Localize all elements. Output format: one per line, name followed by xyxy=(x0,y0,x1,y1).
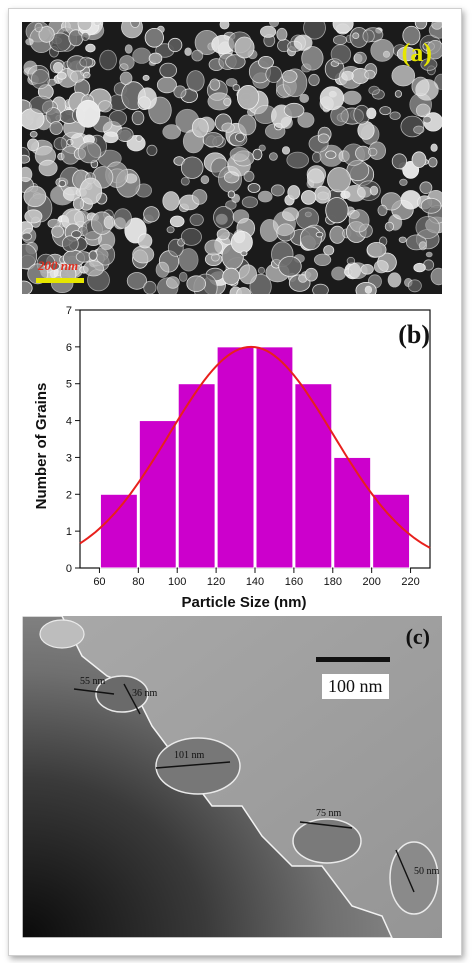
scale-bar xyxy=(316,657,390,662)
sem-image-panel: (a) 200 nm xyxy=(22,22,442,294)
x-tick-label: 60 xyxy=(93,576,105,588)
sem-micrograph xyxy=(22,22,442,294)
histogram-bar xyxy=(294,383,333,569)
particle-size-histogram: 60 80 100 120 140 160 180 200 220 0 1 2 3 4 5 6 7 Partic… xyxy=(33,305,431,611)
y-tick-label: 7 xyxy=(66,305,72,317)
panel-b-label: (b) xyxy=(398,320,430,349)
x-tick-label: 120 xyxy=(207,576,225,588)
measurement-label: 50 nm xyxy=(414,866,440,877)
histogram-bar xyxy=(333,456,372,569)
tem-micrograph: 55 nm 36 nm 101 nm 75 nm 50 nm xyxy=(22,616,442,938)
y-tick-label: 0 xyxy=(66,563,72,575)
x-tick-label: 220 xyxy=(401,576,419,588)
y-tick-label: 6 xyxy=(66,342,72,354)
scale-bar-text: 200 nm xyxy=(38,258,79,273)
x-tick-label: 180 xyxy=(324,576,342,588)
y-tick-label: 1 xyxy=(66,526,72,538)
measurement-label: 36 nm xyxy=(132,688,158,699)
y-tick-label: 4 xyxy=(66,416,72,428)
tem-image-panel: 55 nm 36 nm 101 nm 75 nm 50 nm 100 nm (c… xyxy=(22,616,442,938)
measurement-label: 75 nm xyxy=(316,808,342,819)
x-tick-label: 100 xyxy=(168,576,186,588)
x-axis-label: Particle Size (nm) xyxy=(181,594,306,611)
histogram-bar xyxy=(372,493,411,569)
x-tick-label: 140 xyxy=(246,576,264,588)
scale-bar-text: 100 nm xyxy=(322,674,389,699)
measurement-label: 55 nm xyxy=(80,676,106,687)
histogram-panel: 60 80 100 120 140 160 180 200 220 0 1 2 3 4 5 6 7 Partic… xyxy=(22,298,442,616)
panel-c-label: (c) xyxy=(405,624,430,649)
histogram-bar xyxy=(99,493,138,569)
histogram-bar xyxy=(255,346,294,569)
x-tick-label: 80 xyxy=(132,576,144,588)
scale-bar xyxy=(36,278,84,283)
y-tick-label: 3 xyxy=(66,452,72,464)
y-axis-label: Number of Grains xyxy=(33,383,50,510)
histogram-bar xyxy=(216,346,255,569)
histogram-bar xyxy=(177,383,216,569)
panel-a-label: (a) xyxy=(401,38,432,67)
x-tick-label: 200 xyxy=(362,576,380,588)
measurement-label: 101 nm xyxy=(174,750,205,761)
y-tick-label: 5 xyxy=(66,379,72,391)
y-tick-label: 2 xyxy=(66,489,72,501)
gaussian-fit-curve xyxy=(79,345,431,549)
histogram-bar xyxy=(138,420,177,569)
x-tick-label: 160 xyxy=(285,576,303,588)
